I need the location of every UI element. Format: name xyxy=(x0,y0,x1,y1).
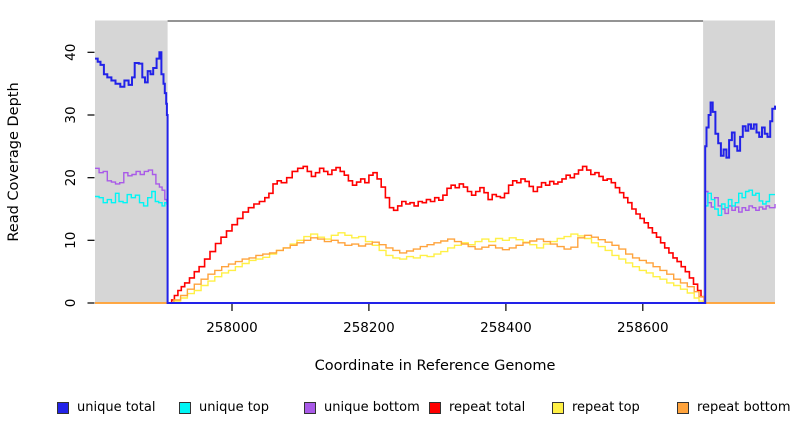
legend-item-repeat-total: repeat total xyxy=(429,400,525,415)
legend-item-unique-top: unique top xyxy=(179,400,269,415)
series-lines-layer xyxy=(95,51,776,304)
series-line-repeat-bottom xyxy=(95,234,775,304)
legend: unique total unique top unique bottom repea… xyxy=(0,396,792,426)
y-tick-label: 40 xyxy=(63,44,79,61)
y-tick-label: 30 xyxy=(63,106,79,123)
legend-swatch-unique-total xyxy=(57,401,69,414)
legend-item-unique-total: unique total xyxy=(57,400,155,415)
legend-swatch-unique-top xyxy=(179,401,191,414)
legend-item-repeat-bottom: repeat bottom xyxy=(677,400,791,415)
x-tick-label: 258400 xyxy=(480,320,532,336)
y-tick-label: 0 xyxy=(63,299,79,308)
x-tick-label: 258000 xyxy=(206,320,258,336)
legend-label: unique top xyxy=(199,400,270,415)
legend-label: unique bottom xyxy=(324,400,420,415)
series-line-unique-total xyxy=(95,51,776,304)
legend-swatch-repeat-total xyxy=(429,401,441,414)
legend-item-repeat-top: repeat top xyxy=(552,400,640,415)
y-tick-label: 20 xyxy=(63,169,79,186)
y-tick-label: 10 xyxy=(63,232,79,249)
legend-swatch-repeat-bottom xyxy=(677,401,689,414)
x-axis-title: Coordinate in Reference Genome xyxy=(315,358,556,374)
masked-region-right xyxy=(703,20,775,303)
masked-region-layer xyxy=(95,20,775,303)
legend-swatch-unique-bottom xyxy=(304,401,316,414)
legend-label: repeat bottom xyxy=(697,400,791,415)
axes-layer: 258000 258200 258400 258600 0 10 20 30 40 xyxy=(63,44,669,336)
series-line-repeat-top xyxy=(95,232,775,304)
legend-swatch-repeat-top xyxy=(552,401,564,414)
legend-label: repeat total xyxy=(449,400,526,415)
coverage-plot: 258000 258200 258400 258600 0 10 20 30 40 Coordi… xyxy=(6,20,776,374)
x-tick-label: 258200 xyxy=(343,320,395,336)
y-axis-title: Read Coverage Depth xyxy=(6,82,22,241)
series-line-repeat-total xyxy=(95,165,775,304)
legend-item-unique-bottom: unique bottom xyxy=(304,400,420,415)
x-tick-label: 258600 xyxy=(617,320,669,336)
legend-label: unique total xyxy=(77,400,156,415)
legend-label: repeat top xyxy=(572,400,640,415)
